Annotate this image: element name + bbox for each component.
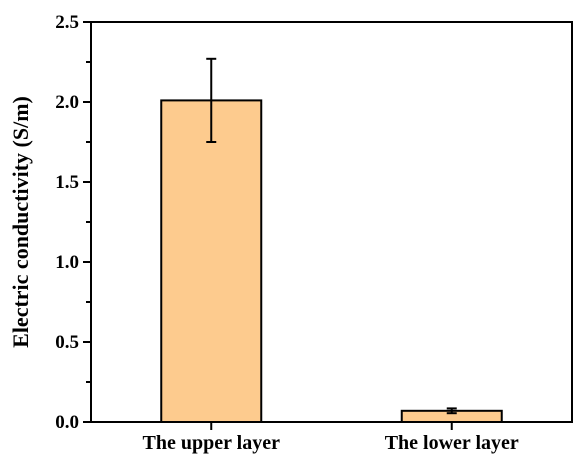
- y-axis-title: Electric conductivity (S/m): [8, 96, 33, 348]
- y-axis-ticks: 0.0 0.5 1.0 1.5 2.0 2.5: [55, 12, 91, 433]
- x-axis-labels: The upper layer The lower layer: [143, 422, 519, 454]
- y-tick-label: 1.5: [55, 172, 79, 193]
- y-tick-label: 0.0: [55, 412, 79, 433]
- error-bars-group: [206, 57, 457, 415]
- y-tick-label: 0.5: [55, 332, 79, 353]
- x-category-label: The lower layer: [385, 432, 519, 454]
- y-tick-label: 2.0: [55, 92, 79, 113]
- y-tick-label: 1.0: [55, 252, 79, 273]
- x-category-label: The upper layer: [143, 432, 281, 454]
- bar: [160, 99, 263, 424]
- y-tick-label: 2.5: [55, 12, 79, 33]
- bars-group: [160, 99, 503, 424]
